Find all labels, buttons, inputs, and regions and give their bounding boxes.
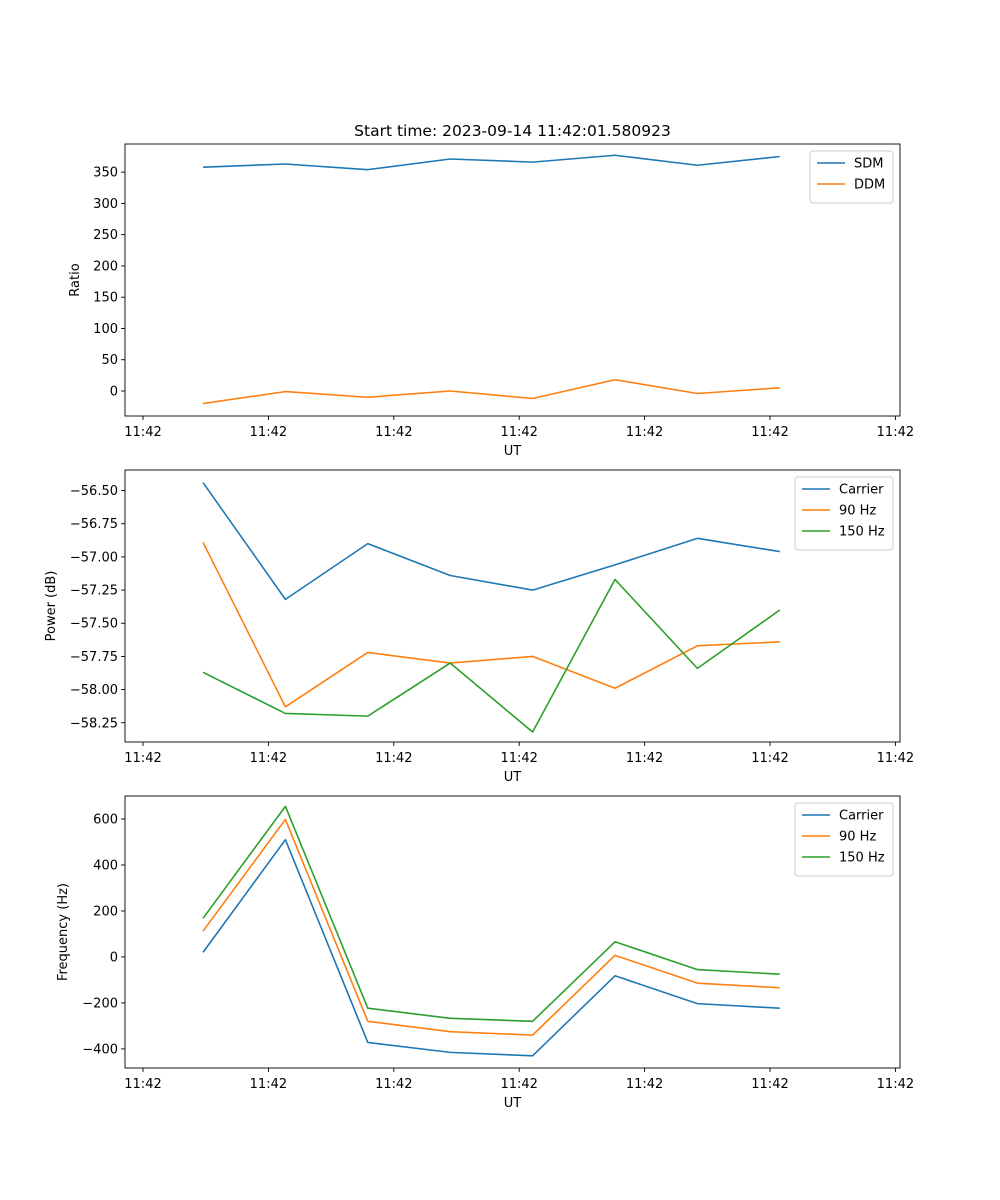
x-tick-label: 11:42 [250, 751, 287, 766]
y-tick-label: −58.25 [70, 716, 118, 731]
x-axis-label: UT [504, 1096, 522, 1111]
y-tick-label: 250 [93, 228, 118, 243]
x-tick-label: 11:42 [500, 751, 537, 766]
y-tick-label: 100 [93, 322, 118, 337]
y-tick-label: −56.50 [70, 484, 118, 499]
y-tick-label: 200 [93, 259, 118, 274]
x-tick-label: 11:42 [375, 1077, 412, 1092]
legend-label-90-hz: 90 Hz [839, 504, 876, 519]
legend-label-sdm: SDM [854, 157, 883, 172]
subplot-2: 11:4211:4211:4211:4211:4211:4211:4211:43… [44, 469, 914, 785]
x-tick-label: 11:42 [500, 425, 537, 440]
y-tick-label: 0 [110, 384, 118, 399]
y-tick-label: −400 [82, 1042, 118, 1057]
series-line-90-hz [202, 818, 780, 1036]
y-tick-label: 600 [93, 812, 118, 827]
x-tick-label: 11:42 [124, 1077, 161, 1092]
x-tick-label: 11:42 [124, 425, 161, 440]
legend-label-ddm: DDM [854, 178, 885, 193]
y-tick-label: −200 [82, 996, 118, 1011]
x-tick-label: 11:42 [500, 1077, 537, 1092]
x-tick-label: 11:42 [877, 425, 914, 440]
plot-frame [124, 143, 901, 417]
y-tick-label: −56.75 [70, 517, 118, 532]
series-line-carrier [202, 838, 780, 1057]
legend-label-carrier: Carrier [839, 483, 884, 498]
x-tick-label: 11:42 [751, 425, 788, 440]
legend-label-90-hz: 90 Hz [839, 830, 876, 845]
x-tick-label: 11:42 [877, 1077, 914, 1092]
y-axis-label: Ratio [68, 263, 83, 296]
y-tick-label: −58.00 [70, 683, 118, 698]
x-tick-label: 11:42 [751, 1077, 788, 1092]
y-axis-label: Power (dB) [44, 571, 59, 642]
x-tick-label: 11:42 [626, 751, 663, 766]
x-tick-label: 11:42 [375, 425, 412, 440]
y-tick-label: 150 [93, 291, 118, 306]
subplot-3: 11:4211:4211:4211:4211:4211:4211:4211:43… [56, 795, 914, 1111]
x-tick-label: 11:42 [250, 1077, 287, 1092]
x-tick-label: 11:42 [877, 751, 914, 766]
x-tick-label: 11:42 [124, 751, 161, 766]
y-tick-label: 50 [101, 353, 118, 368]
y-tick-label: 200 [93, 904, 118, 919]
subplot-1: 11:4211:4211:4211:4211:4211:4211:4211:43… [68, 143, 914, 459]
series-line-90-hz [202, 541, 780, 708]
series-line-carrier [202, 482, 780, 601]
plot-frame [124, 469, 901, 743]
y-tick-label: 350 [93, 166, 118, 181]
chart-title: Start time: 2023-09-14 11:42:01.580923 [354, 122, 671, 140]
y-tick-label: −57.00 [70, 550, 118, 565]
plot-frame [124, 795, 901, 1069]
x-axis-label: UT [504, 444, 522, 459]
legend-label-carrier: Carrier [839, 809, 884, 824]
y-tick-label: −57.25 [70, 584, 118, 599]
series-line-sdm [202, 154, 780, 171]
legend-label-150-hz: 150 Hz [839, 851, 885, 866]
legend-box [809, 150, 894, 204]
y-tick-label: 0 [110, 950, 118, 965]
series-line-150-hz [202, 578, 781, 733]
legend-label-150-hz: 150 Hz [839, 525, 885, 540]
x-tick-label: 11:42 [751, 751, 788, 766]
x-tick-label: 11:42 [375, 751, 412, 766]
y-axis-label: Frequency (Hz) [56, 883, 71, 981]
y-tick-label: 300 [93, 197, 118, 212]
x-tick-label: 11:42 [626, 425, 663, 440]
x-axis-label: UT [504, 770, 522, 785]
y-tick-label: 400 [93, 858, 118, 873]
series-line-ddm [202, 378, 780, 405]
y-tick-label: −57.75 [70, 650, 118, 665]
x-tick-label: 11:42 [626, 1077, 663, 1092]
series-line-150-hz [202, 805, 780, 1023]
x-tick-label: 11:42 [250, 425, 287, 440]
y-tick-label: −57.50 [70, 617, 118, 632]
